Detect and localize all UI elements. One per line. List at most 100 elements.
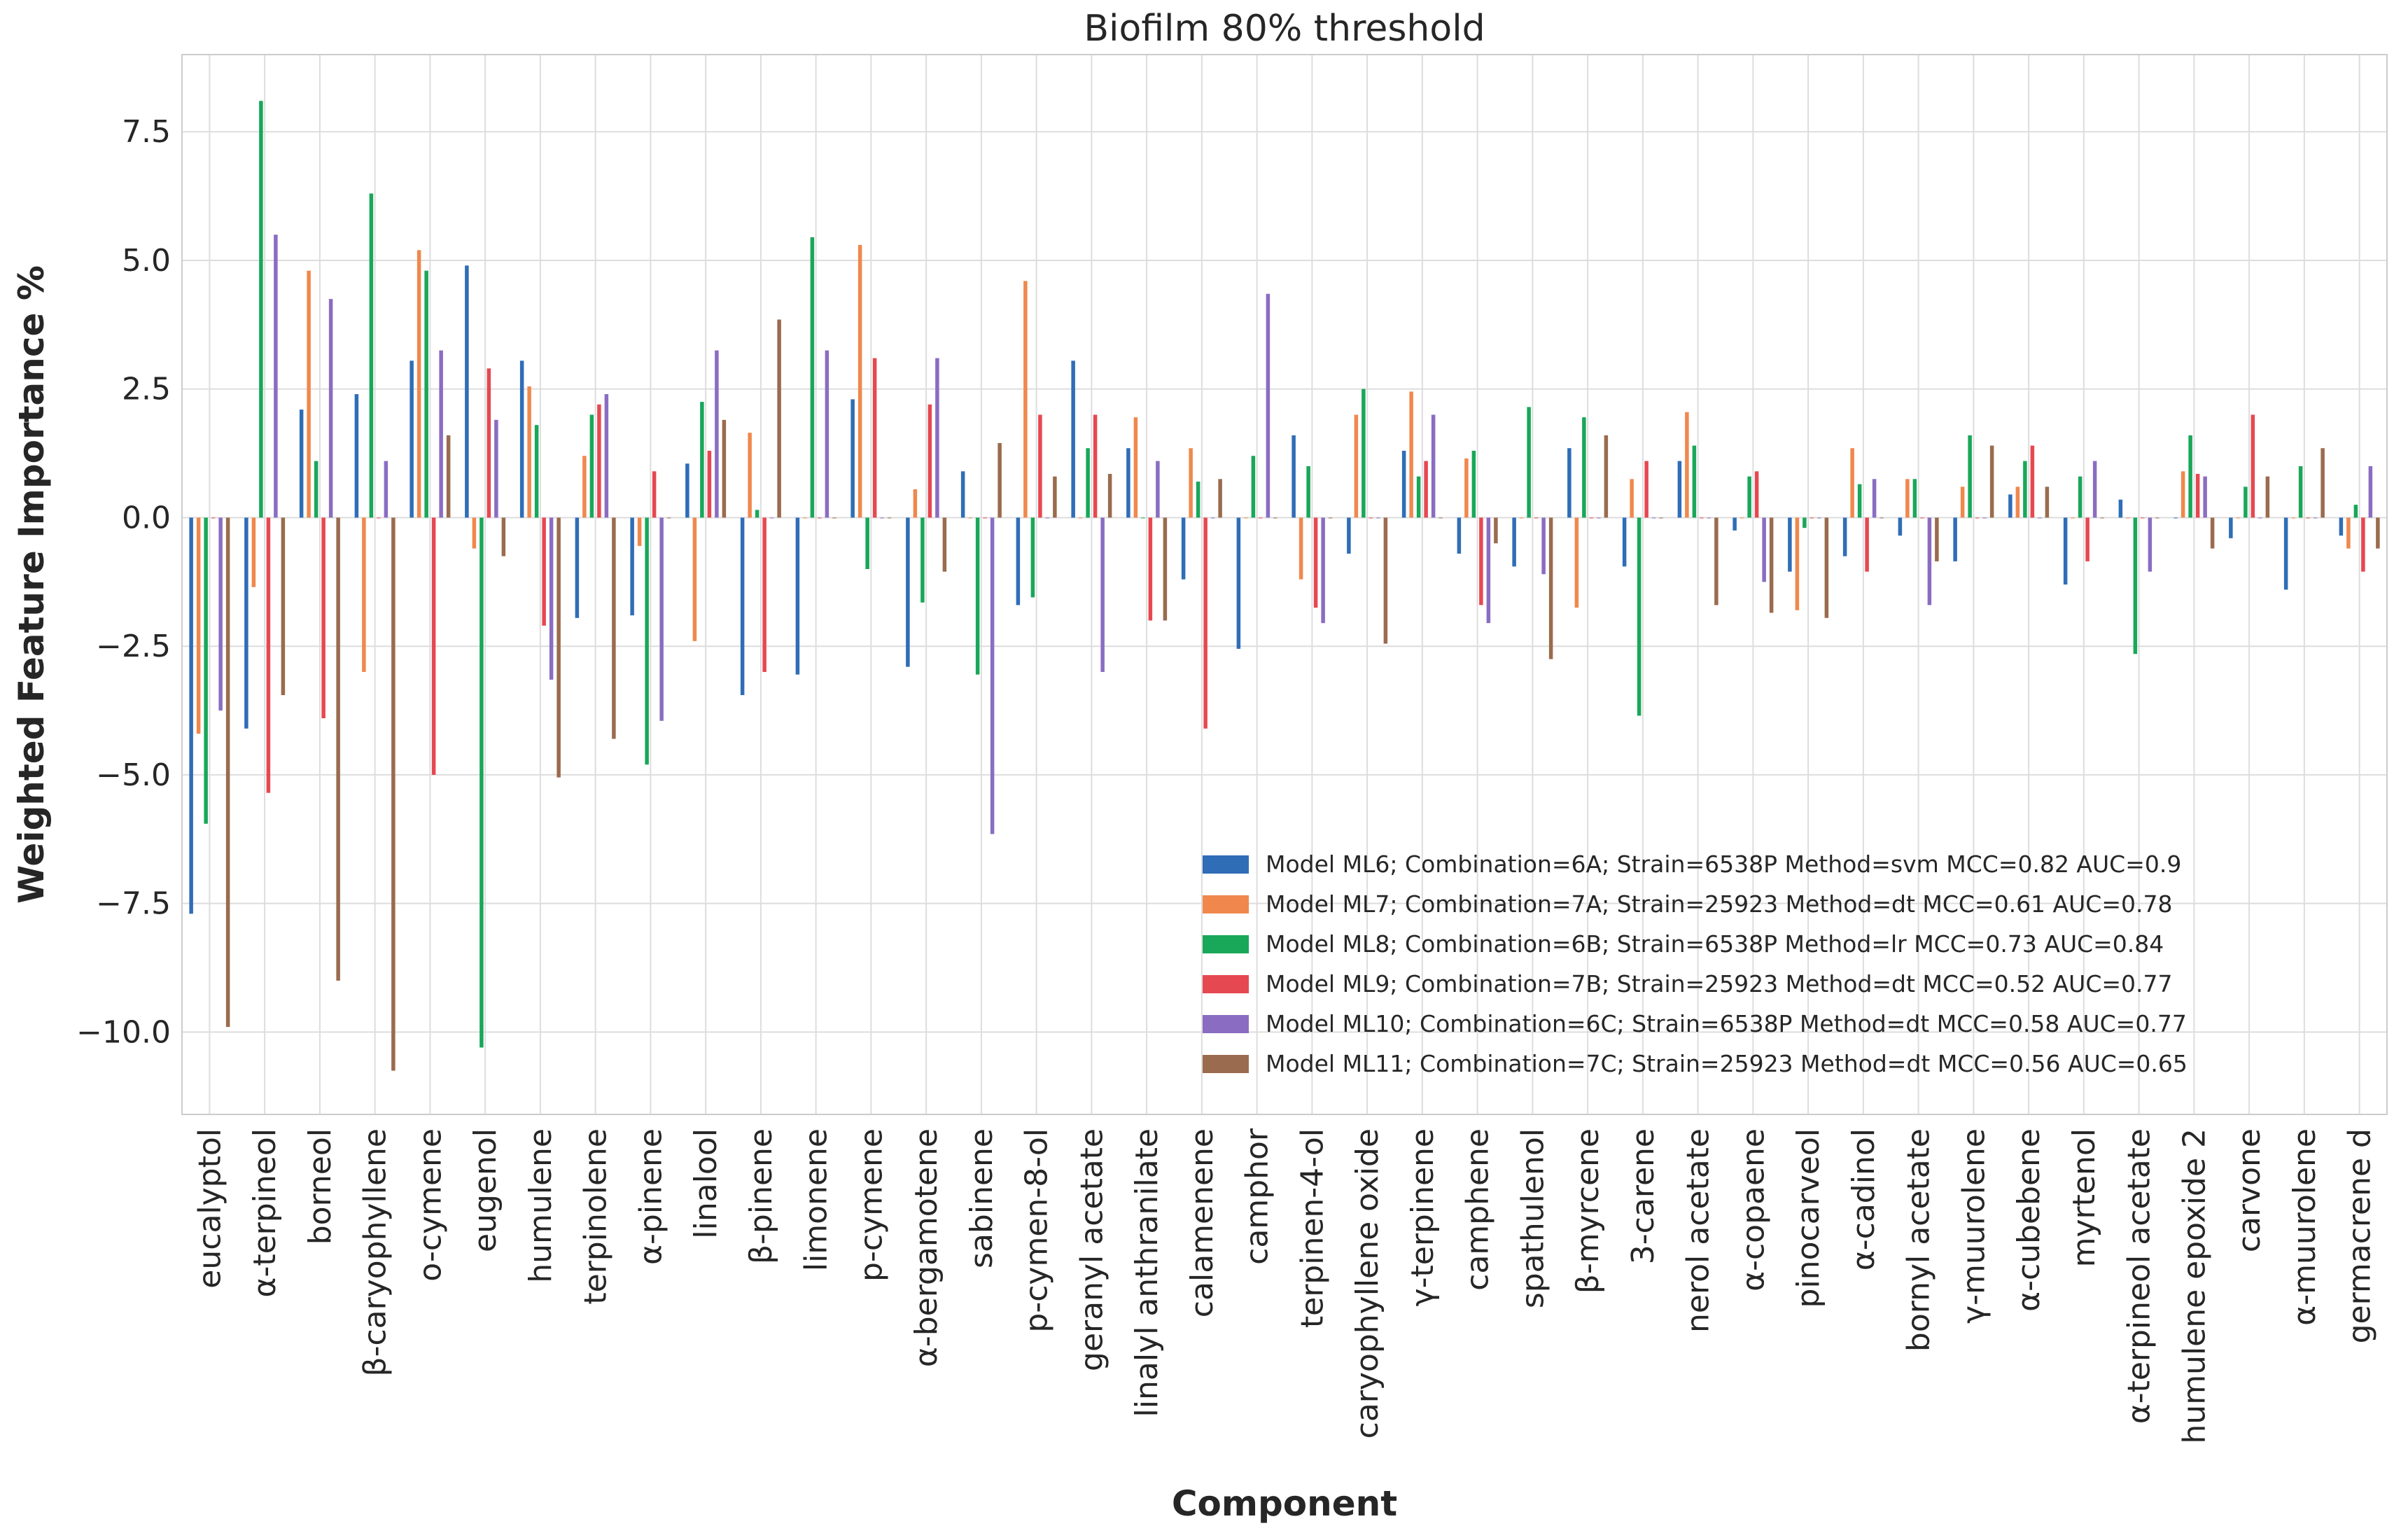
bar — [314, 461, 318, 518]
bar — [519, 360, 524, 518]
bar — [1016, 517, 1021, 606]
bar — [685, 463, 690, 518]
bar — [906, 517, 910, 667]
bar — [1457, 517, 1462, 554]
x-axis-label: Component — [1172, 1483, 1397, 1524]
bar — [2045, 486, 2050, 518]
bar — [2353, 505, 2358, 518]
bar — [527, 386, 531, 518]
x-tick-label: myrtenol — [2066, 1128, 2102, 1267]
legend-label: Model ML6; Combination=6A; Strain=6538P … — [1266, 850, 2181, 878]
bar — [465, 265, 469, 518]
bar — [1519, 517, 1524, 519]
x-tick-label: α-terpineol — [247, 1128, 283, 1298]
bar — [960, 471, 965, 518]
plot-frame — [181, 54, 2388, 1115]
bar — [1817, 517, 1821, 519]
x-tick-label: γ-muurolene — [1956, 1128, 1991, 1324]
bar — [281, 517, 286, 696]
bar — [990, 517, 995, 834]
bar — [1850, 448, 1854, 518]
bar — [1409, 391, 1413, 518]
bar — [850, 399, 855, 518]
bar — [1156, 461, 1160, 518]
bar — [1872, 479, 1877, 518]
bar — [1471, 450, 1476, 518]
bar — [1692, 445, 1697, 518]
bar — [1273, 517, 1278, 519]
bar — [486, 368, 491, 518]
x-tick-label: α-cadinol — [1846, 1128, 1882, 1270]
bar — [2258, 517, 2262, 519]
x-tick-label: α-pinene — [633, 1128, 668, 1265]
bar — [1259, 517, 1263, 519]
bar — [2195, 473, 2200, 518]
bar — [218, 517, 223, 711]
bar — [2023, 461, 2027, 518]
bar — [755, 510, 760, 518]
legend-label: Model ML10; Combination=6C; Strain=6538P… — [1266, 1010, 2187, 1037]
bar — [1567, 448, 1572, 518]
bar — [604, 394, 609, 518]
legend: Model ML6; Combination=6A; Strain=6538P … — [1203, 850, 2188, 1077]
bar — [927, 404, 932, 518]
bar — [1960, 486, 1965, 518]
bar — [2118, 499, 2123, 518]
bar — [1236, 517, 1241, 649]
bar — [1953, 517, 1957, 561]
bar — [637, 517, 642, 546]
bar — [244, 517, 248, 729]
bar — [1527, 407, 1531, 518]
bar — [652, 471, 657, 518]
bar — [1078, 517, 1083, 519]
bar — [942, 517, 947, 572]
bar — [1244, 517, 1248, 519]
bar — [391, 517, 396, 1071]
x-tick-label: 3-carene — [1625, 1128, 1661, 1264]
bar — [913, 489, 918, 518]
bar — [880, 517, 884, 519]
bar — [2071, 517, 2075, 519]
bar — [1589, 517, 1594, 519]
bar — [369, 193, 374, 518]
bar — [1030, 517, 1035, 598]
legend-label: Model ML8; Combination=6B; Strain=6538P … — [1266, 930, 2164, 958]
bar — [2030, 445, 2035, 518]
bar — [479, 517, 484, 1048]
bar — [410, 360, 414, 518]
bar — [2265, 476, 2270, 518]
bar — [2141, 517, 2145, 519]
bar — [2313, 517, 2318, 519]
bar — [336, 517, 340, 981]
bar — [1298, 517, 1303, 580]
bar — [1368, 517, 1373, 519]
y-tick-label: −10.0 — [76, 1014, 171, 1050]
y-tick-label: −7.5 — [96, 886, 171, 922]
bar — [1604, 435, 1609, 518]
x-tick-label: γ-terpinene — [1405, 1128, 1441, 1306]
bar — [740, 517, 745, 696]
y-axis-label: Weighted Feature Importance % — [11, 265, 52, 904]
x-tick-label: p-cymen-8-ol — [1019, 1128, 1055, 1333]
bar — [575, 517, 580, 618]
bar — [1548, 517, 1553, 659]
x-tick-label: geranyl acetate — [1074, 1128, 1110, 1371]
bar — [1328, 517, 1333, 519]
bar — [722, 419, 727, 518]
bar — [818, 517, 822, 519]
legend-swatch — [1203, 1015, 1249, 1033]
bar — [416, 250, 421, 518]
bar — [2038, 517, 2042, 519]
bar — [1651, 517, 1656, 519]
bar — [1534, 517, 1539, 519]
bar — [858, 244, 862, 518]
bar — [251, 517, 256, 587]
bar — [189, 517, 193, 914]
bar — [1424, 461, 1428, 518]
bar — [825, 350, 830, 518]
x-tick-label: α-cubebene — [2011, 1128, 2047, 1312]
bar — [715, 350, 719, 518]
bar — [542, 517, 546, 626]
x-tick-label: p-cymene — [853, 1128, 889, 1282]
